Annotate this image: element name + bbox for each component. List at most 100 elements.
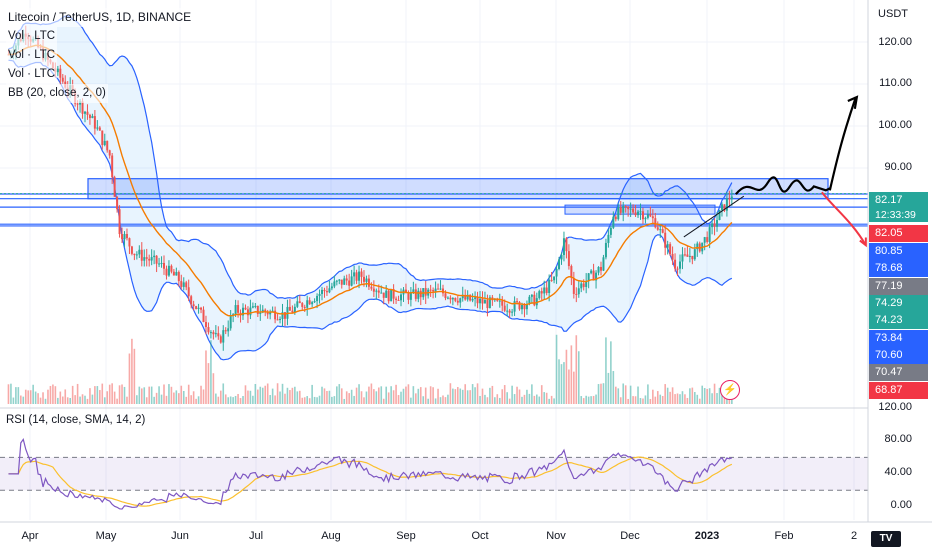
candle-body bbox=[397, 299, 400, 301]
chart-legend: Litecoin / TetherUS, 1D, BINANCE Vol · L… bbox=[6, 8, 194, 103]
candle-body bbox=[160, 262, 163, 264]
candle-body bbox=[84, 111, 87, 114]
volume-bar bbox=[202, 389, 205, 404]
candle-body bbox=[106, 140, 109, 151]
candle-body bbox=[545, 287, 548, 294]
volume-bar bbox=[637, 386, 639, 404]
candle-body bbox=[671, 253, 674, 260]
volume-bar bbox=[190, 395, 192, 404]
volume-bar bbox=[659, 394, 662, 404]
volume-bar bbox=[397, 395, 400, 404]
candle-body bbox=[392, 289, 395, 299]
rsi-ma-line bbox=[8, 456, 733, 507]
price-tag: 74.29 bbox=[869, 295, 928, 312]
volume-bar bbox=[415, 393, 417, 404]
volume-bar bbox=[360, 391, 363, 404]
volume-bar bbox=[187, 384, 190, 404]
candle-body bbox=[641, 211, 644, 220]
candle-body bbox=[165, 268, 168, 276]
candle-body bbox=[454, 297, 457, 301]
candle-body bbox=[266, 312, 269, 315]
volume-bar bbox=[232, 397, 234, 404]
candle-body bbox=[498, 300, 501, 302]
volume-legend-3[interactable]: Vol · LTC bbox=[6, 65, 58, 84]
candle-body bbox=[365, 278, 368, 282]
volume-bar bbox=[622, 383, 625, 404]
horizontal-levels bbox=[0, 193, 868, 227]
symbol-title[interactable]: Litecoin / TetherUS, 1D, BINANCE bbox=[6, 8, 194, 27]
volume-bar bbox=[612, 371, 615, 404]
candle-body bbox=[362, 276, 365, 282]
candle-body bbox=[523, 305, 526, 310]
candle-body bbox=[538, 291, 541, 299]
volume-bar bbox=[676, 393, 679, 404]
candle-body bbox=[577, 288, 580, 295]
volume-bar bbox=[491, 385, 494, 404]
price-axis-unit: USDT bbox=[878, 8, 908, 20]
volume-bar bbox=[163, 384, 165, 404]
volume-bar bbox=[294, 386, 296, 404]
candle-body bbox=[703, 237, 706, 243]
volume-bar bbox=[602, 383, 605, 404]
candle-body bbox=[540, 291, 543, 294]
candle-body bbox=[209, 332, 212, 334]
volume-bar bbox=[252, 395, 254, 404]
volume-bar bbox=[37, 393, 39, 404]
volume-bar bbox=[81, 394, 84, 404]
candle-body bbox=[483, 300, 486, 304]
x-tick: 2023 bbox=[694, 530, 720, 542]
x-tick: Aug bbox=[321, 530, 341, 542]
volume-legend-1[interactable]: Vol · LTC bbox=[6, 27, 58, 46]
volume-bar bbox=[328, 390, 331, 404]
candle-body bbox=[513, 301, 516, 312]
candle-body bbox=[59, 68, 62, 78]
tradingview-logo-icon[interactable]: TV bbox=[871, 531, 901, 547]
candle-body bbox=[439, 288, 442, 290]
volume-bar bbox=[402, 388, 405, 404]
candle-body bbox=[503, 305, 506, 311]
volume-bar bbox=[370, 383, 373, 404]
volume-bar bbox=[106, 391, 109, 404]
candle-body bbox=[387, 290, 390, 302]
rsi-line bbox=[8, 438, 733, 510]
projection-up-arrow bbox=[828, 96, 857, 191]
volume-bar bbox=[348, 393, 350, 404]
volume-bar bbox=[694, 392, 696, 404]
volume-bar bbox=[689, 388, 691, 404]
candle-body bbox=[61, 77, 64, 82]
volume-bar bbox=[701, 385, 704, 404]
rsi-legend[interactable]: RSI (14, close, SMA, 14, 2) bbox=[6, 414, 146, 426]
volume-bar bbox=[434, 398, 437, 404]
volume-bar bbox=[647, 384, 649, 404]
volume-bar bbox=[656, 391, 659, 404]
x-tick: Jul bbox=[248, 530, 264, 542]
volume-bar bbox=[523, 394, 526, 404]
volume-bar bbox=[103, 397, 106, 404]
volume-bar bbox=[224, 394, 227, 404]
candle-body bbox=[177, 272, 180, 282]
volume-bar bbox=[57, 397, 59, 404]
lightning-icon[interactable]: ⚡ bbox=[720, 380, 740, 400]
candle-body bbox=[135, 254, 138, 256]
volume-bar bbox=[217, 396, 220, 404]
resistance-zone-box bbox=[87, 178, 829, 200]
volume-legend-2[interactable]: Vol · LTC bbox=[6, 46, 58, 65]
volume-bar bbox=[89, 388, 91, 404]
volume-bar bbox=[422, 396, 425, 404]
volume-bar bbox=[726, 397, 728, 404]
volume-bar bbox=[511, 385, 513, 404]
candle-body bbox=[244, 307, 247, 310]
candle-body bbox=[227, 328, 230, 332]
x-tick: May bbox=[95, 530, 117, 542]
volume-bar bbox=[116, 398, 118, 404]
bollinger-legend[interactable]: BB (20, close, 2, 0) bbox=[6, 84, 108, 103]
volume-bar bbox=[96, 386, 99, 404]
volume-bar bbox=[358, 384, 360, 404]
volume-bar bbox=[464, 384, 467, 404]
volume-bar bbox=[582, 398, 585, 404]
volume-bar bbox=[545, 392, 548, 404]
candle-body bbox=[637, 211, 640, 216]
candle-body bbox=[125, 233, 128, 239]
volume-bar bbox=[538, 396, 541, 404]
candle-body bbox=[274, 310, 277, 320]
